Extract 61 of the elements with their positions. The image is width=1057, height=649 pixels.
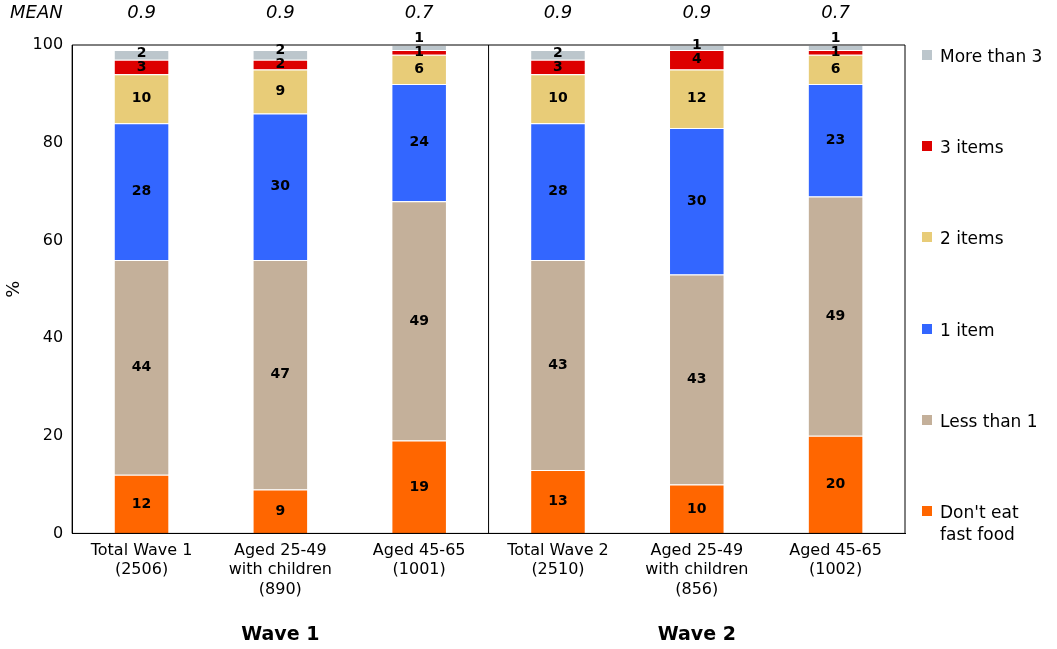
- y-tick-label: 20: [42, 424, 64, 444]
- data-label: 30: [270, 177, 291, 194]
- data-label: 43: [687, 370, 707, 387]
- data-label: 10: [687, 499, 707, 516]
- x-tick-label: Aged 45-65 (1002): [789, 540, 882, 579]
- x-tick-label: Aged 25-49 with children (856): [645, 540, 749, 598]
- data-label: 12: [131, 494, 152, 511]
- legend-label: More than 3: [940, 45, 1043, 67]
- text: Wave 1: [241, 621, 320, 644]
- text: MEAN: [10, 0, 63, 22]
- data-label: 9: [275, 502, 286, 519]
- data-label: 23: [825, 130, 846, 147]
- data-label: 2: [136, 43, 147, 60]
- legend-label: Don't eat fast food: [940, 500, 1019, 545]
- data-label: 24: [409, 133, 430, 150]
- data-label: 3: [136, 57, 147, 74]
- y-tick-label: 40: [42, 327, 64, 347]
- y-tick-label: 100: [32, 34, 64, 54]
- x-tick-label: Aged 45-65 (1001): [372, 540, 466, 579]
- y-tick-label: 60: [42, 229, 64, 249]
- x-tick-label: Total Wave 1 (2506): [89, 540, 193, 579]
- data-label: 19: [409, 477, 429, 494]
- data-label: 30: [687, 191, 707, 208]
- data-label: 2: [275, 41, 286, 58]
- data-label: 49: [409, 311, 429, 328]
- text: 0.7: [821, 0, 851, 22]
- data-label: 13: [548, 492, 568, 509]
- data-label: 20: [825, 475, 846, 492]
- data-label: 6: [414, 60, 425, 77]
- data-label: 44: [131, 357, 152, 374]
- data-label: 10: [548, 89, 568, 106]
- text: 0.9: [266, 0, 295, 22]
- data-label: 10: [131, 89, 152, 106]
- data-label: 49: [825, 306, 846, 323]
- text: 0.7: [404, 0, 435, 22]
- data-label: 47: [270, 365, 291, 382]
- y-tick-label: 0: [52, 522, 64, 542]
- data-label: 28: [548, 182, 568, 199]
- text: 0.9: [682, 0, 712, 22]
- data-label: 1: [830, 28, 841, 45]
- legend-label: 3 items: [940, 136, 1004, 159]
- text: Wave 2: [657, 621, 736, 644]
- text: 0.9: [127, 0, 156, 22]
- text: 0.9: [543, 0, 573, 22]
- data-label: 12: [687, 89, 707, 106]
- y-axis-title: %: [2, 280, 24, 298]
- legend-label: Less than 1: [940, 409, 1038, 432]
- legend-label: 2 items: [940, 227, 1004, 250]
- data-label: 3: [553, 57, 563, 74]
- data-label: 28: [131, 182, 152, 199]
- data-label: 2: [553, 43, 563, 60]
- x-tick-label: Total Wave 2 (2510): [506, 540, 609, 579]
- legend-label: 1 item: [940, 318, 995, 341]
- data-label: 43: [548, 355, 568, 372]
- data-label: 9: [275, 82, 286, 99]
- data-label: 1: [414, 28, 425, 45]
- data-label: 4: [691, 50, 702, 67]
- y-tick-label: 80: [42, 131, 64, 151]
- data-label: 1: [691, 36, 702, 53]
- data-label: 6: [830, 60, 841, 77]
- x-tick-label: Aged 25-49 with children (890): [228, 540, 332, 598]
